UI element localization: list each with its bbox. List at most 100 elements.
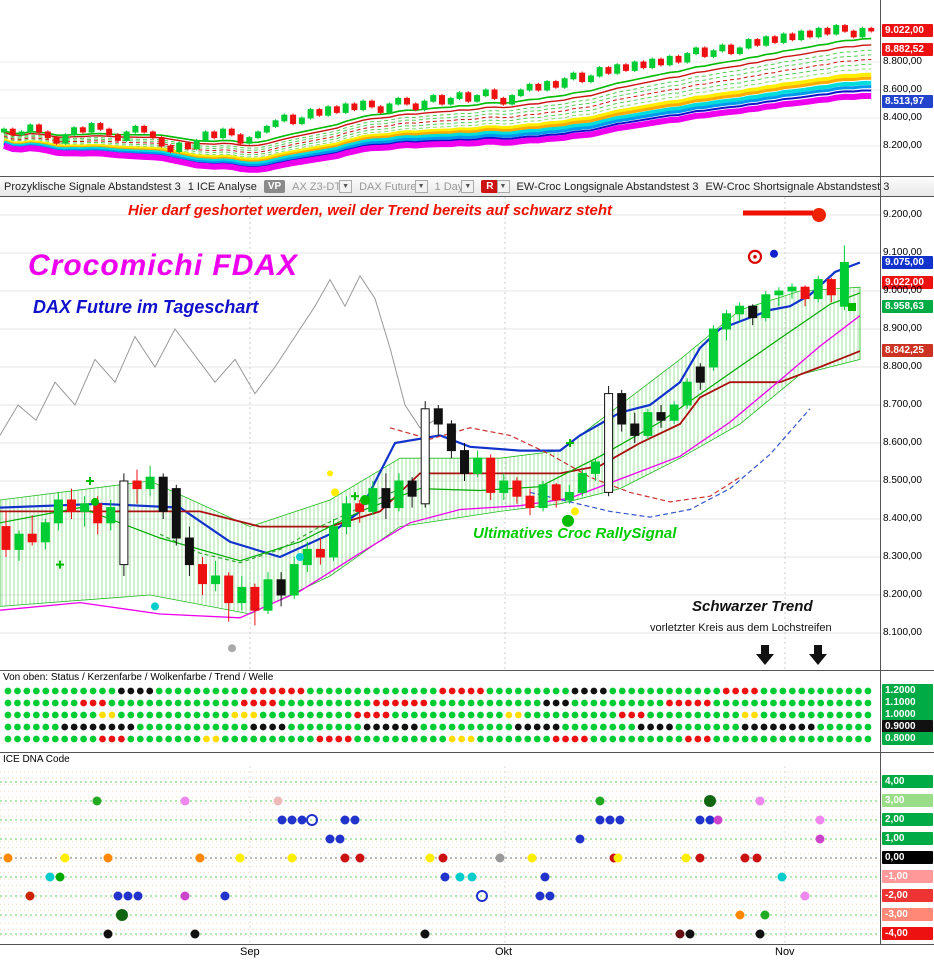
overview-candles bbox=[1, 23, 875, 154]
price-label: 8.300,00 bbox=[883, 551, 922, 562]
price-label: 0.8000 bbox=[882, 732, 933, 745]
instrument-combo[interactable]: DAX Future ▼ bbox=[359, 180, 428, 193]
price-label: 1.2000 bbox=[882, 684, 933, 697]
price-label: 4,00 bbox=[882, 775, 933, 788]
time-axis: Sep Okt Nov bbox=[0, 945, 934, 960]
price-label: 8.958,63 bbox=[882, 299, 933, 313]
short-signal-label: EW-Croc Shortsignale Abstandstest 3 bbox=[705, 180, 890, 193]
rally-signal-annotation: Ultimatives Croc RallySignal bbox=[473, 525, 677, 542]
signal-row-trend bbox=[4, 723, 872, 731]
main-candles bbox=[1, 245, 849, 626]
signal-row-wolkenfarbe bbox=[4, 711, 872, 719]
month-label-nov: Nov bbox=[775, 946, 795, 958]
black-trend-subtext: vorletzter Kreis aus dem Lochstreifen bbox=[650, 622, 832, 634]
price-label: 8.800,00 bbox=[883, 361, 922, 372]
toolbar: Prozyklische Signale Abstandstest 3 1 IC… bbox=[0, 177, 934, 196]
down-arrow-icon bbox=[809, 645, 827, 665]
overview-chart bbox=[0, 23, 880, 173]
price-label: 1,00 bbox=[882, 832, 933, 845]
price-label: 1.0000 bbox=[882, 708, 933, 721]
price-label: -4,00 bbox=[882, 927, 933, 940]
signal-row-kerzenfarbe bbox=[4, 699, 872, 707]
price-label: 8.513,97 bbox=[882, 95, 933, 109]
price-label: -3,00 bbox=[882, 908, 933, 921]
panel-divider bbox=[0, 196, 934, 197]
ma-ribbon bbox=[2, 37, 872, 173]
signal-dots-panel: Von oben: Status / Kerzenfarbe / Wolkenf… bbox=[0, 671, 880, 752]
signal-template-label: Prozyklische Signale Abstandstest 3 bbox=[4, 180, 181, 193]
panel-divider bbox=[0, 670, 934, 671]
dna-minor-grid bbox=[0, 771, 880, 937]
price-label: 9.100,00 bbox=[883, 247, 922, 258]
main-price-scale: 9.200,00 9.100,00 9.075,00 9.022,00 9.000,00… bbox=[881, 197, 934, 670]
down-arrow-icon bbox=[756, 645, 774, 665]
dna-panel: ICE DNA Code bbox=[0, 753, 880, 944]
black-trend-annotation: Schwarzer Trend bbox=[692, 598, 813, 615]
price-label: 9.200,00 bbox=[883, 209, 922, 220]
price-label: 0.9000 bbox=[882, 720, 933, 733]
croc-cloud bbox=[0, 286, 861, 615]
price-label: 2,00 bbox=[882, 813, 933, 826]
price-label: -1,00 bbox=[882, 870, 933, 883]
price-label: 8.882,52 bbox=[882, 43, 933, 57]
price-label: 8.800,00 bbox=[883, 56, 922, 67]
signal-markers bbox=[56, 208, 856, 653]
price-label: 8.842,25 bbox=[882, 343, 933, 357]
month-label-okt: Okt bbox=[495, 946, 513, 958]
price-label: 8.400,00 bbox=[883, 513, 922, 524]
signal-dots-chart bbox=[4, 687, 872, 743]
price-label: 9.075,00 bbox=[882, 255, 933, 269]
dna-panel-header: ICE DNA Code bbox=[3, 754, 70, 765]
signal-panel-header: Von oben: Status / Kerzenfarbe / Wolkenf… bbox=[3, 672, 274, 683]
price-label: 9.000,00 bbox=[883, 285, 922, 296]
chart-title: Crocomichi FDAX bbox=[28, 249, 299, 282]
chevron-down-icon[interactable]: ▼ bbox=[461, 180, 475, 193]
price-label: 8.100,00 bbox=[883, 627, 922, 638]
main-chart bbox=[0, 197, 880, 670]
price-label: 8.500,00 bbox=[883, 475, 922, 486]
price-label: 9.022,00 bbox=[882, 23, 933, 37]
price-label: 8.600,00 bbox=[883, 437, 922, 448]
price-label: 8.200,00 bbox=[883, 589, 922, 600]
gray-zigzag bbox=[0, 274, 436, 436]
price-label: 8.900,00 bbox=[883, 323, 922, 334]
price-label: 3,00 bbox=[882, 794, 933, 807]
analysis-label: 1 ICE Analyse bbox=[187, 180, 257, 193]
chevron-down-icon[interactable]: ▼ bbox=[496, 180, 510, 193]
dashed-blue bbox=[529, 408, 811, 518]
dna-scale: 4,00 3,00 2,00 1,00 0,00 -1,00 -2,00 -3,00 -4,00 bbox=[881, 753, 934, 944]
short-annotation: Hier darf geshortet werden, weil der Tre… bbox=[128, 202, 613, 219]
overview-chart-panel bbox=[0, 0, 880, 176]
price-label: 1.1000 bbox=[882, 696, 933, 709]
chart-subtitle: DAX Future im Tageschart bbox=[33, 297, 259, 317]
price-label: 9.022,00 bbox=[882, 275, 933, 289]
main-chart-panel: Hier darf geshortet werden, weil der Tre… bbox=[0, 197, 880, 670]
price-label: 8.600,00 bbox=[883, 84, 922, 95]
scale-divider bbox=[880, 0, 881, 944]
month-label-sep: Sep bbox=[240, 946, 260, 958]
panel-divider bbox=[0, 752, 934, 753]
vp-button[interactable]: VP bbox=[263, 180, 286, 193]
signal-scale: 1.2000 1.1000 1.0000 0.9000 0.8000 bbox=[881, 671, 934, 752]
chevron-down-icon[interactable]: ▼ bbox=[414, 180, 428, 193]
overview-price-scale: 9.022,00 8.882,52 8.800,00 8.600,00 8.513,97… bbox=[881, 0, 934, 176]
r-combo[interactable]: R ▼ bbox=[481, 180, 510, 193]
price-label: -2,00 bbox=[882, 889, 933, 902]
period-combo[interactable]: 1 Day ▼ bbox=[435, 180, 475, 193]
signal-row-welle bbox=[4, 735, 872, 743]
chevron-down-icon[interactable]: ▼ bbox=[339, 180, 353, 193]
r-button[interactable]: R bbox=[481, 180, 499, 193]
dna-chart bbox=[0, 766, 880, 944]
price-label: 8.200,00 bbox=[883, 140, 922, 151]
price-label: 8.700,00 bbox=[883, 399, 922, 410]
signal-row-status bbox=[4, 687, 872, 695]
long-signal-label: EW-Croc Longsignale Abstandstest 3 bbox=[516, 180, 699, 193]
price-label: 0,00 bbox=[882, 851, 933, 864]
price-label: 8.400,00 bbox=[883, 112, 922, 123]
symbol-combo[interactable]: AX Z3-DT ▼ bbox=[292, 180, 353, 193]
magenta-lower bbox=[0, 315, 861, 619]
panel-divider bbox=[0, 176, 934, 177]
dna-dots bbox=[3, 795, 825, 939]
panel-divider bbox=[0, 944, 934, 945]
